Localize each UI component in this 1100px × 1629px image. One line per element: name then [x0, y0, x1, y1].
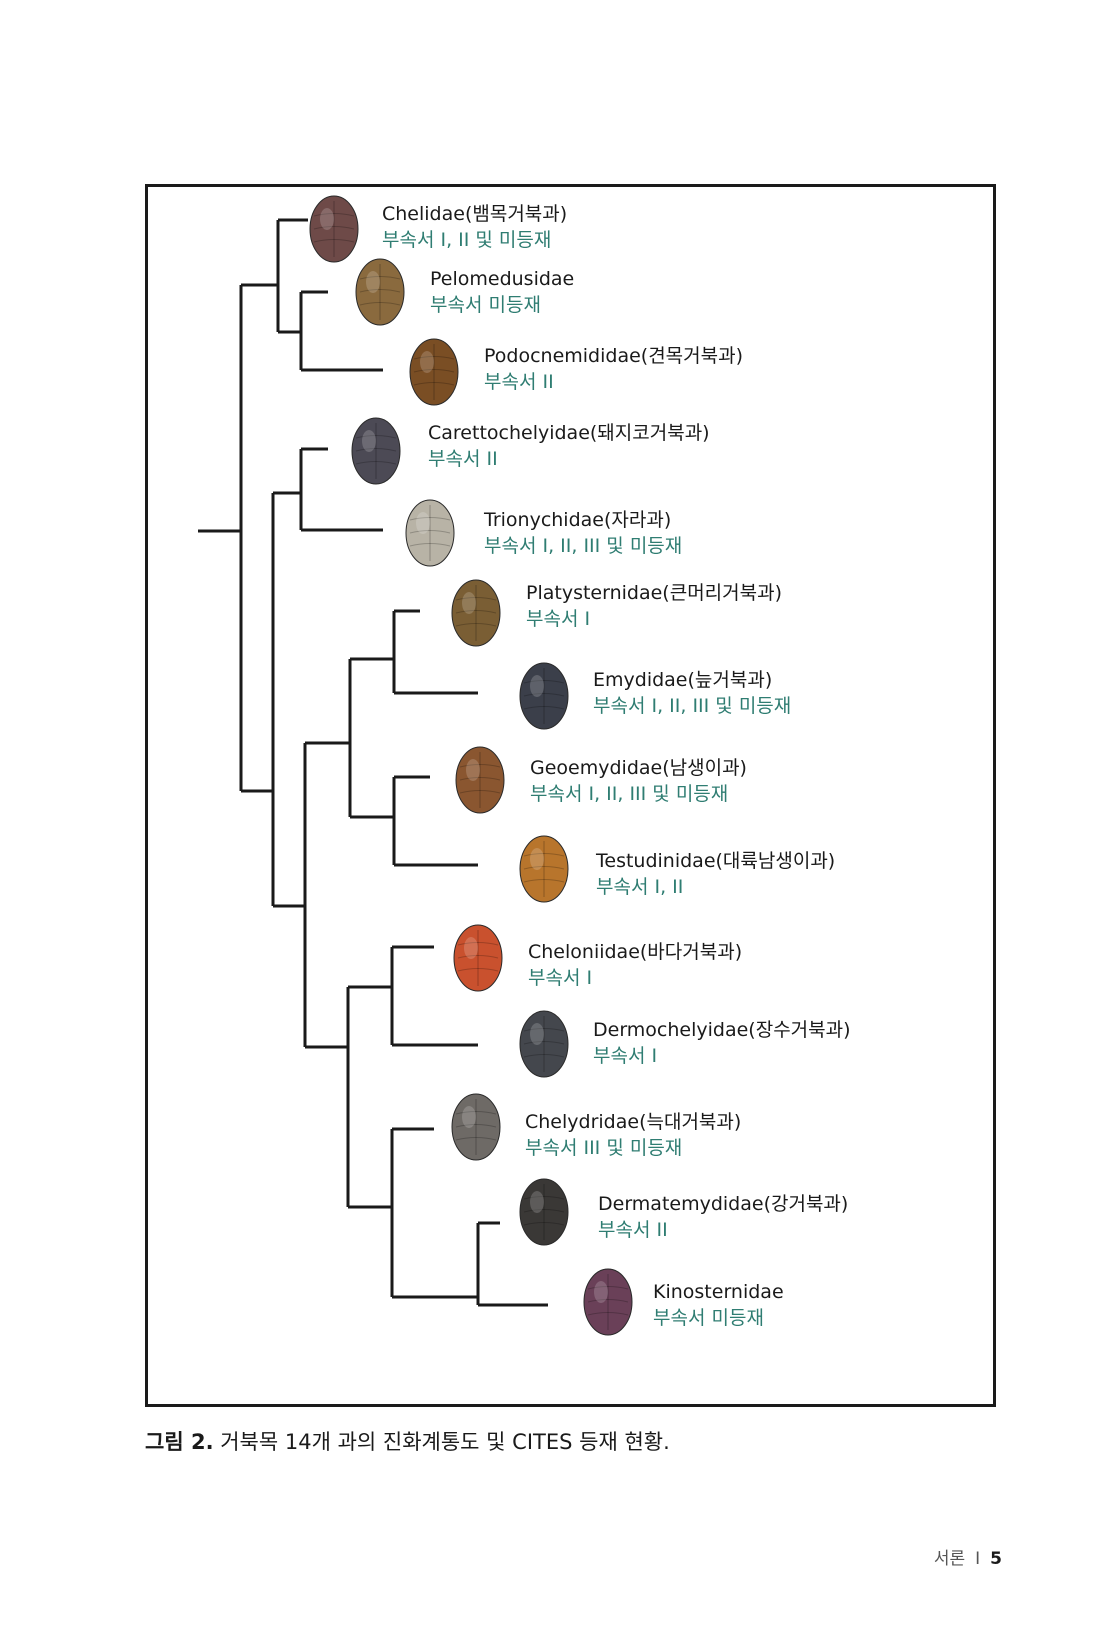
platysternidae-shell-icon	[451, 579, 501, 647]
pelomedusidae-shell-icon	[355, 258, 405, 326]
taxon-name: Emydidae(늪거북과)	[593, 669, 773, 691]
figure-caption: 그림 2. 거북목 14개 과의 진화계통도 및 CITES 등재 현황.	[145, 1426, 670, 1456]
cites-appendix: 부속서 I	[526, 608, 591, 630]
taxon-name: Carettochelyidae(돼지코거북과)	[428, 422, 710, 444]
page-number: 5	[990, 1549, 1002, 1569]
chelydridae-shell-icon	[451, 1093, 501, 1161]
cites-appendix: 부속서 II	[598, 1219, 668, 1241]
cheloniidae-shell-icon	[453, 924, 503, 992]
taxon-label: Dermochelyidae(장수거북과) 부속서 I	[593, 1017, 851, 1069]
taxon-name: Geoemydidae(남생이과)	[530, 757, 747, 779]
taxon-name: Chelydridae(늑대거북과)	[525, 1111, 742, 1133]
figure-label: 그림 2.	[145, 1430, 214, 1454]
taxon-label: Podocnemididae(견목거북과) 부속서 II	[484, 343, 743, 395]
trionychidae-shell-icon	[405, 499, 455, 567]
testudinidae-shell-icon	[519, 835, 569, 903]
taxon-label: Emydidae(늪거북과) 부속서 I, II, III 및 미등재	[593, 667, 791, 719]
cites-appendix: 부속서 I, II, III 및 미등재	[530, 783, 729, 805]
geoemydidae-shell-icon	[455, 746, 505, 814]
taxon-name: Dermochelyidae(장수거북과)	[593, 1019, 851, 1041]
cites-appendix: 부속서 I, II, III 및 미등재	[484, 535, 683, 557]
page-footer: 서론 I 5	[934, 1544, 1002, 1569]
section-name: 서론	[933, 1549, 966, 1569]
taxon-name: Pelomedusidae	[430, 268, 575, 290]
dermatemydidae-shell-icon	[519, 1178, 569, 1246]
taxon-label: Dermatemydidae(강거북과) 부속서 II	[598, 1191, 848, 1243]
cites-appendix: 부속서 II	[428, 448, 498, 470]
taxon-label: Geoemydidae(남생이과) 부속서 I, II, III 및 미등재	[530, 755, 747, 807]
podocnemididae-shell-icon	[409, 338, 459, 406]
cites-appendix: 부속서 III 및 미등재	[525, 1137, 683, 1159]
phylogenetic-tree	[198, 195, 633, 1336]
taxon-name: Chelidae(뱀목거북과)	[382, 203, 568, 225]
cites-appendix: 부속서 I	[593, 1045, 658, 1067]
carettochelyidae-shell-icon	[351, 417, 401, 485]
cites-appendix: 부속서 미등재	[653, 1307, 764, 1329]
taxon-name: Kinosternidae	[653, 1281, 784, 1303]
taxon-name: Dermatemydidae(강거북과)	[598, 1193, 849, 1215]
figure-caption-text: 거북목 14개 과의 진화계통도 및 CITES 등재 현황.	[220, 1430, 670, 1454]
taxon-name: Cheloniidae(바다거북과)	[528, 941, 743, 963]
taxon-label: Testudinidae(대륙남생이과) 부속서 I, II	[596, 848, 835, 900]
chelidae-shell-icon	[309, 195, 359, 263]
taxon-name: Testudinidae(대륙남생이과)	[596, 850, 836, 872]
taxon-label: Trionychidae(자라과) 부속서 I, II, III 및 미등재	[484, 507, 682, 559]
footer-separator: I	[975, 1549, 981, 1569]
taxon-name: Podocnemididae(견목거북과)	[484, 345, 744, 367]
taxon-label: Platysternidae(큰머리거북과) 부속서 I	[526, 580, 782, 632]
cites-appendix: 부속서 미등재	[430, 294, 541, 316]
cites-appendix: 부속서 I, II	[596, 876, 684, 898]
taxon-name: Trionychidae(자라과)	[484, 509, 672, 531]
cites-appendix: 부속서 I	[528, 967, 593, 989]
figure-frame: Chelidae(뱀목거북과) 부속서 I, II 및 미등재 Pelomedusi…	[145, 184, 996, 1407]
taxon-label: Chelidae(뱀목거북과) 부속서 I, II 및 미등재	[382, 201, 567, 253]
taxon-label: Cheloniidae(바다거북과) 부속서 I	[528, 939, 742, 991]
taxon-name: Platysternidae(큰머리거북과)	[526, 582, 783, 604]
cites-appendix: 부속서 I, II, III 및 미등재	[593, 695, 792, 717]
taxon-label: Carettochelyidae(돼지코거북과) 부속서 II	[428, 420, 710, 472]
kinosternidae-shell-icon	[583, 1268, 633, 1336]
dermochelyidae-shell-icon	[519, 1010, 569, 1078]
cites-appendix: 부속서 II	[484, 371, 554, 393]
taxon-label: Kinosternidae 부속서 미등재	[653, 1279, 784, 1331]
cites-appendix: 부속서 I, II 및 미등재	[382, 229, 552, 251]
taxon-label: Chelydridae(늑대거북과) 부속서 III 및 미등재	[525, 1109, 741, 1161]
emydidae-shell-icon	[519, 662, 569, 730]
taxon-label: Pelomedusidae 부속서 미등재	[430, 266, 574, 318]
